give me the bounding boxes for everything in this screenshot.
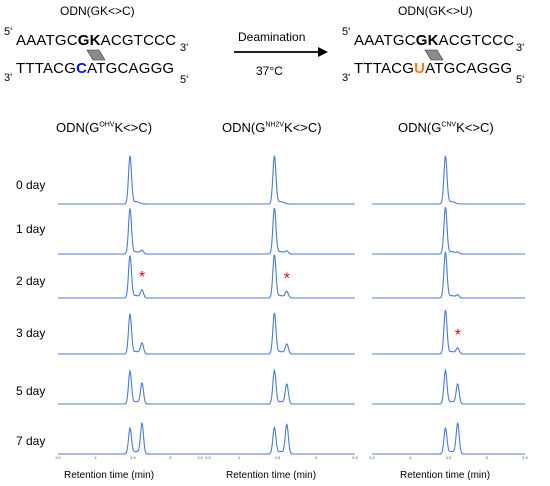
left-top-5prime: 5'	[4, 26, 13, 38]
left-top-strand: AAATGCGKACGTCCC	[16, 32, 177, 49]
right-top-3prime: 3'	[516, 42, 525, 54]
left-bottom-5prime: 5'	[180, 74, 189, 86]
right-bottom-3prime: 3'	[342, 72, 351, 84]
chromatogram-trace-p1-d3	[58, 313, 208, 355]
day-label-3: 3 day	[16, 326, 46, 340]
arrow-label-top: Deamination	[238, 30, 306, 44]
panel-3-xlabel: Retention time (min)	[400, 470, 491, 481]
day-label-4: 5 day	[16, 384, 46, 398]
x-tick-p3: 4.5	[446, 455, 452, 460]
chromatogram-trace-p1-d0	[58, 155, 208, 205]
product-peak-marker-p1: *	[139, 269, 145, 286]
day-label-5: 7 day	[16, 434, 46, 448]
right-bottom-strand: TTTACGUATGCAGGG	[354, 60, 513, 77]
chromatogram-trace-p2-d5	[200, 423, 355, 455]
arrow-label-bottom: 37°C	[256, 64, 283, 78]
panel-2-xlabel: Retention time (min)	[226, 470, 317, 481]
right-top-5prime: 5'	[342, 26, 351, 38]
product-peak-marker-p3: *	[455, 327, 461, 344]
x-tick-p2: 3.5	[197, 455, 203, 460]
x-tick-p1: 5	[169, 455, 172, 460]
left-bottom-strand: TTTACGCATGCAGGG	[16, 60, 175, 77]
left-bottom-3prime: 3'	[4, 72, 13, 84]
product-peak-marker-p2: *	[284, 271, 290, 288]
chromatogram-trace-p1-d5	[58, 422, 208, 455]
chromatogram-trace-p2-d3	[200, 312, 355, 355]
chromatogram-traces: * 3.5 4 4.5 5 5.5 * 3.5 4 4.5 5 5.5 * 3.5 4 4.5 5 5.5	[55, 155, 529, 460]
chromatogram-trace-p3-d4	[372, 368, 525, 405]
x-tick-p3: 4	[409, 455, 412, 460]
chromatogram-trace-p2-d2	[200, 254, 355, 299]
day-label-0: 0 day	[16, 178, 46, 192]
day-label-2: 2 day	[16, 274, 46, 288]
chromatogram-trace-p3-d5	[372, 422, 525, 455]
right-top-strand: AAATGCGKACGTCCC	[354, 32, 515, 49]
x-tick-p1: 5.5	[205, 455, 211, 460]
chromatogram-trace-p2-d1	[200, 207, 355, 255]
chromatogram-trace-p3-d3	[372, 309, 525, 355]
chromatogram-trace-p1-d4	[58, 369, 208, 405]
left-top-3prime: 3'	[180, 42, 189, 54]
x-tick-p2: 4	[238, 455, 241, 460]
panel-1-xlabel: Retention time (min)	[64, 470, 155, 481]
deamination-arrow	[234, 47, 328, 57]
x-tick-p1: 3.5	[55, 455, 61, 460]
chromatogram-trace-p1-d1	[58, 208, 208, 255]
x-tick-p1: 4	[94, 455, 97, 460]
chromatogram-trace-p2-d4	[200, 368, 355, 405]
x-tick-p1: 4.5	[130, 455, 136, 460]
chromatogram-trace-p3-d1	[372, 206, 525, 255]
x-tick-p3: 3.5	[369, 455, 375, 460]
left-duplex-title: ODN(GK<>C)	[60, 4, 135, 18]
chromatogram-trace-p3-d0	[372, 155, 525, 205]
x-tick-p3: 5.5	[522, 455, 528, 460]
left-base-pair-rhombus	[86, 49, 106, 61]
day-label-1: 1 day	[16, 222, 46, 236]
panel-3-title: ODN(GCNVK<>C)	[398, 120, 494, 135]
chromatogram-trace-p2-d0	[200, 155, 355, 205]
x-tick-p2: 5.5	[352, 455, 358, 460]
panel-1-title: ODN(GOHVK<>C)	[56, 120, 153, 135]
chromatogram-trace-p1-d2	[58, 255, 208, 299]
x-tick-p2: 5	[315, 455, 318, 460]
right-base-pair-rhombus	[424, 49, 444, 61]
x-tick-p2: 4.5	[275, 455, 281, 460]
right-bottom-5prime: 5'	[516, 74, 525, 86]
panel-2-title: ODN(GNH2VK<>C)	[222, 120, 322, 135]
x-tick-p3: 5	[486, 455, 489, 460]
right-duplex-title: ODN(GK<>U)	[398, 4, 473, 18]
chromatogram-trace-p3-d2	[372, 251, 525, 299]
